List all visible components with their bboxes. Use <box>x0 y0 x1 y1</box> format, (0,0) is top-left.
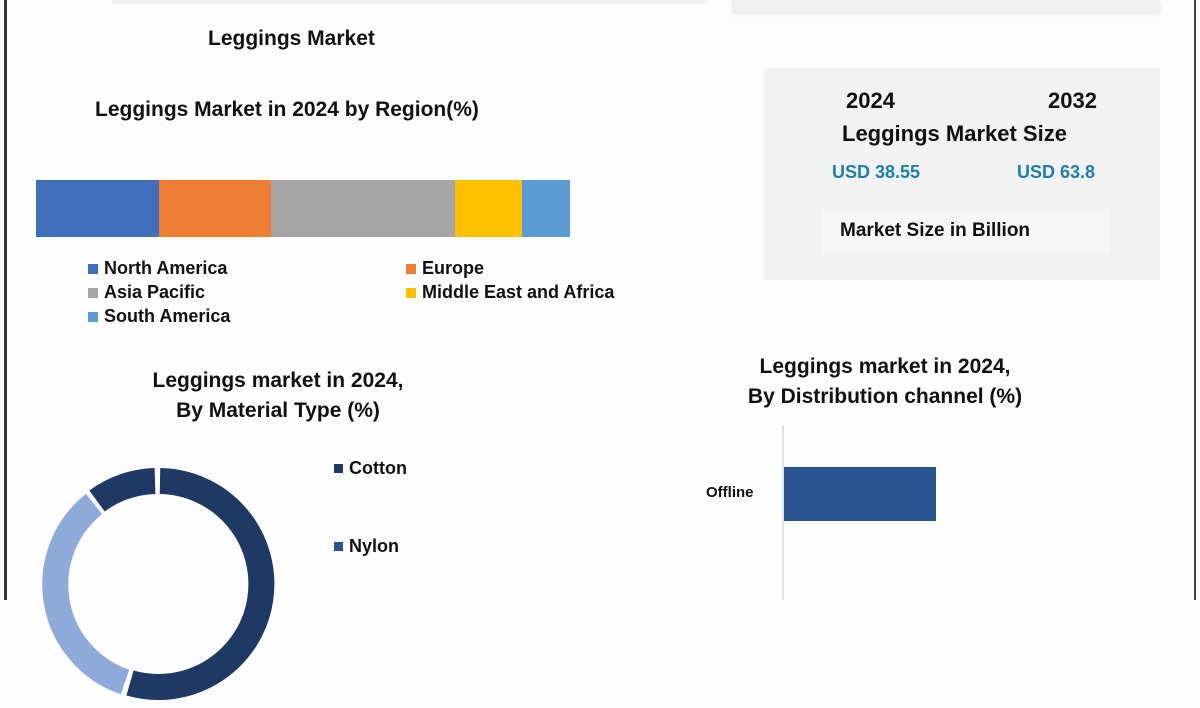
legend-item-cotton: Cotton <box>334 458 407 479</box>
kpi-title: Leggings Market Size <box>842 121 1067 146</box>
bar-offline <box>784 467 936 521</box>
legend-swatch-icon <box>406 263 416 274</box>
legend-item-nylon: Nylon <box>334 536 399 557</box>
legend-label: Middle East and Africa <box>422 282 615 302</box>
legend-label: Asia Pacific <box>104 282 206 302</box>
segment-europe <box>158 180 271 237</box>
page-title: Leggings Market <box>208 27 375 50</box>
material-title-line1: Leggings market in 2024, <box>152 369 404 392</box>
legend-swatch-icon <box>406 287 416 298</box>
top-panel-edge-right <box>732 0 1160 12</box>
legend-item-north-america: North America <box>88 258 227 279</box>
legend-swatch-icon <box>88 263 98 274</box>
legend-swatch-icon <box>334 464 343 473</box>
region-stacked-bar <box>36 180 570 237</box>
distribution-title-line1: Leggings market in 2024, <box>759 355 1011 378</box>
legend-label: North America <box>104 258 228 278</box>
frame-border-left <box>4 0 7 600</box>
distribution-y-axis <box>782 425 784 600</box>
category-label-offline: Offline <box>706 484 754 501</box>
region-chart-title: Leggings Market in 2024 by Region(%) <box>95 98 479 121</box>
donut-segment-nylon <box>89 468 156 512</box>
legend-label: Cotton <box>349 458 407 478</box>
segment-asia-pacific <box>270 180 456 237</box>
legend-label: South America <box>104 306 231 326</box>
kpi-unit-label: Market Size in Billion <box>840 220 1031 241</box>
legend-label: Europe <box>422 258 485 278</box>
kpi-value-end: USD 63.8 <box>1017 162 1096 182</box>
donut-segment-light <box>42 493 130 695</box>
kpi-value-start: USD 38.55 <box>832 162 921 182</box>
material-title-line2: By Material Type (%) <box>176 399 380 422</box>
legend-label: Nylon <box>349 536 400 556</box>
legend-item-south-america: South America <box>88 306 230 327</box>
segment-middle-east-africa <box>455 180 522 237</box>
distribution-title-line2: By Distribution channel (%) <box>747 385 1023 408</box>
legend-item-europe: Europe <box>406 258 484 279</box>
kpi-year-end: 2032 <box>1048 88 1097 113</box>
top-panel-edge-left <box>112 0 708 4</box>
kpi-year-start: 2024 <box>846 88 895 113</box>
legend-swatch-icon <box>334 542 343 551</box>
legend-swatch-icon <box>88 287 98 298</box>
segment-south-america <box>521 180 570 237</box>
segment-north-america <box>36 180 159 237</box>
material-chart-title: Leggings market in 2024, By Material Typ… <box>130 366 426 426</box>
distribution-chart-title: Leggings market in 2024, By Distribution… <box>700 352 1070 412</box>
legend-item-middle-east-africa: Middle East and Africa <box>406 282 614 303</box>
legend-item-asia-pacific: Asia Pacific <box>88 282 205 303</box>
legend-swatch-icon <box>88 311 98 322</box>
frame-border-right <box>1194 0 1196 600</box>
donut-segment-cotton <box>126 468 275 700</box>
kpi-unit-box <box>822 209 1110 253</box>
material-donut-chart <box>42 468 275 700</box>
